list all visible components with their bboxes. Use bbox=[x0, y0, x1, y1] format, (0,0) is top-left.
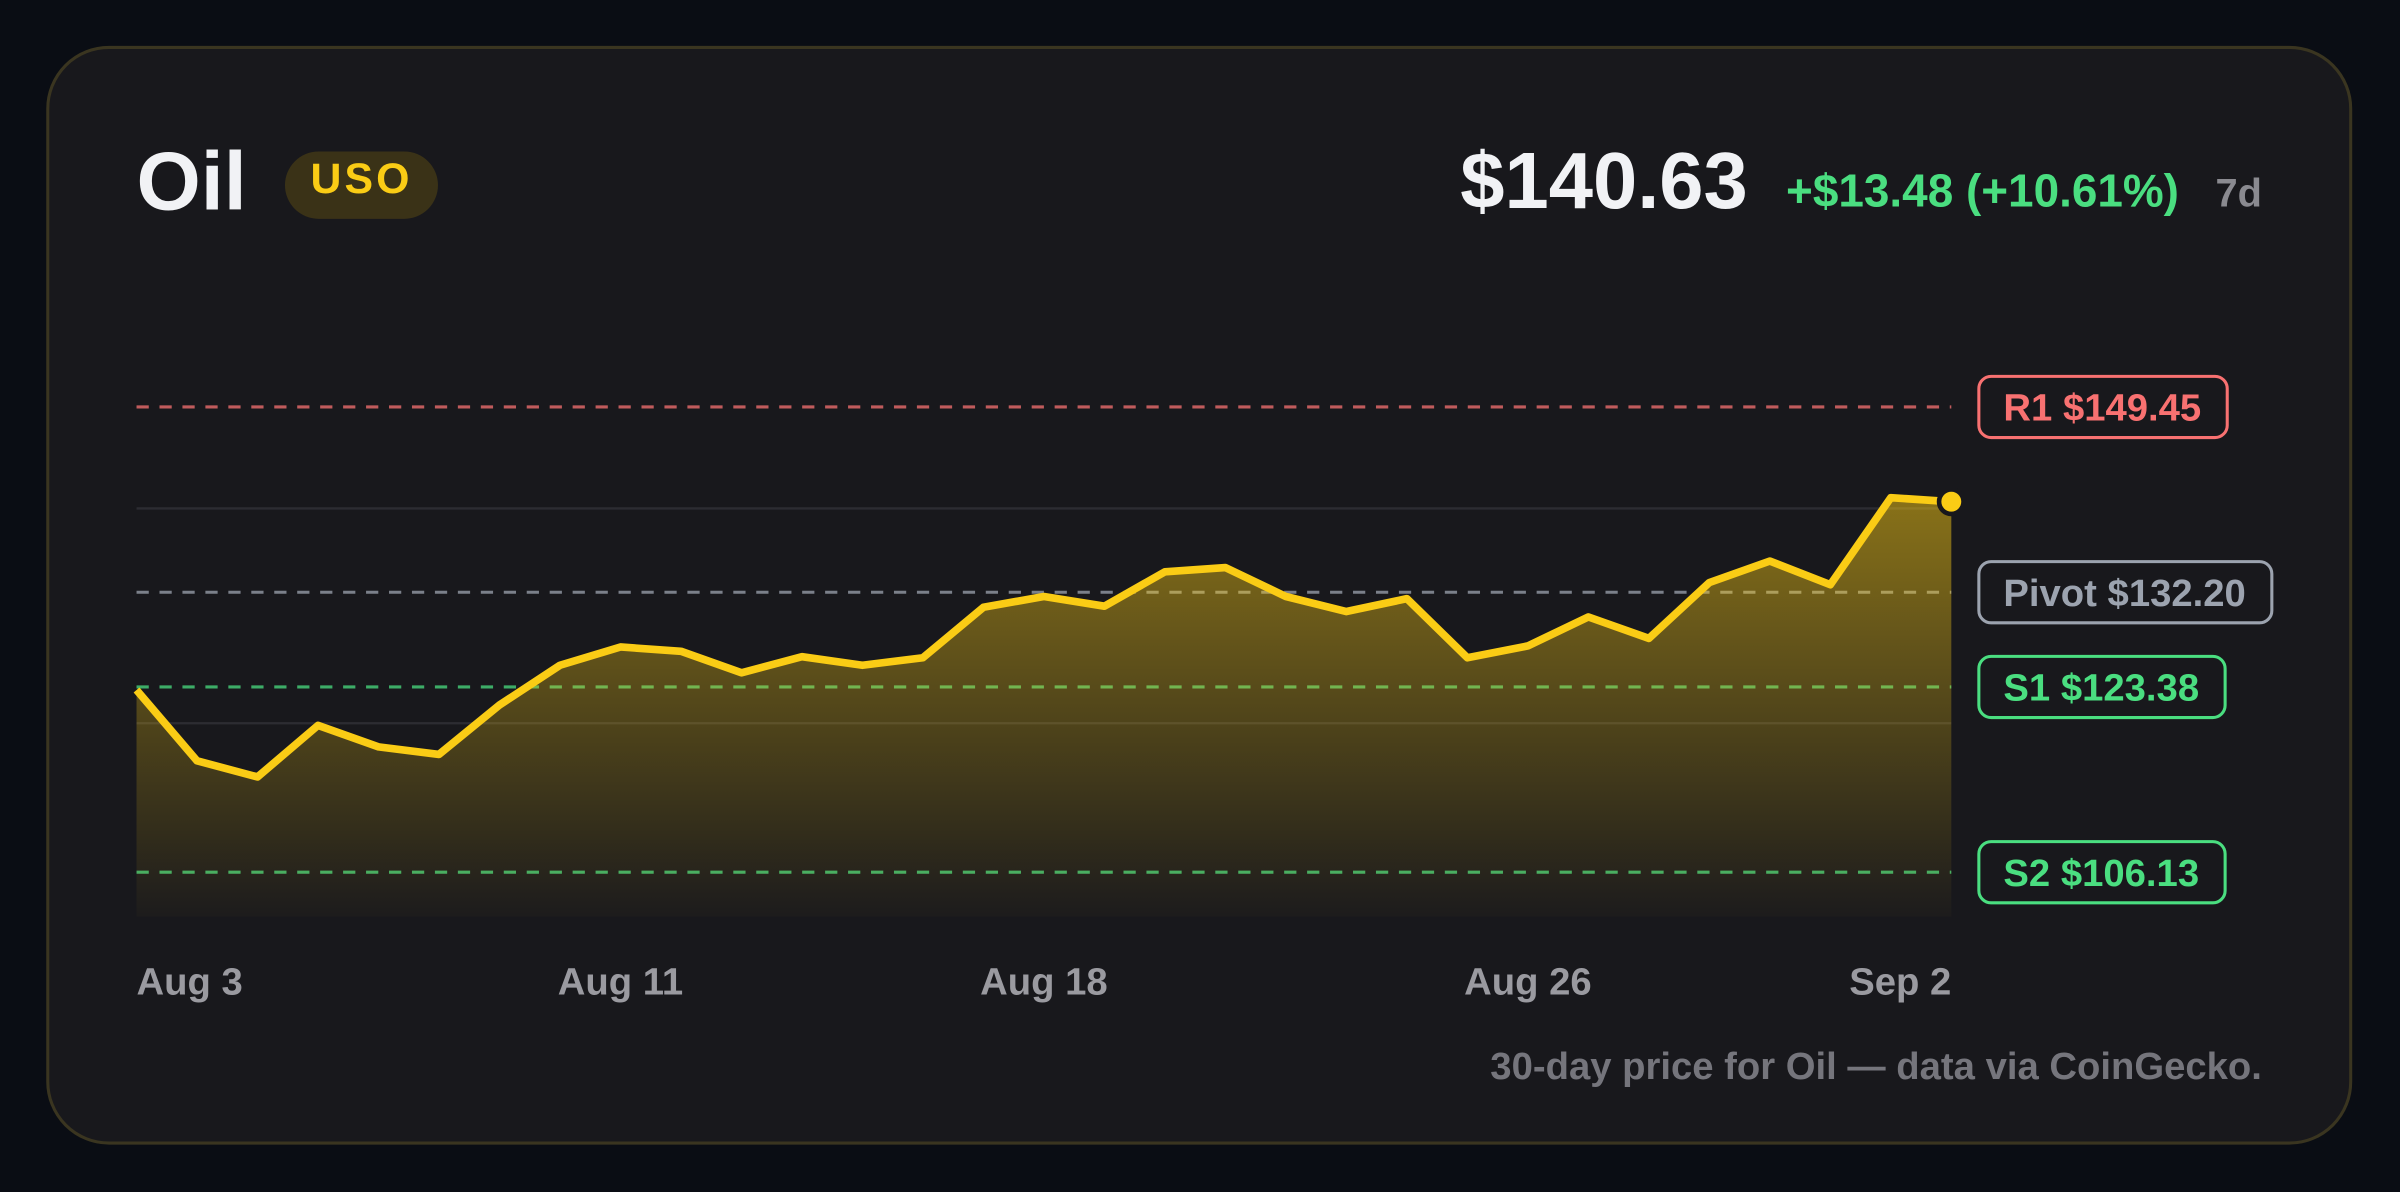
level-badge bbox=[1977, 654, 2227, 720]
footnote: 30-day price for Oil — data via CoinGeck… bbox=[1490, 1045, 2262, 1088]
level-label: S1 $123.38 bbox=[2003, 667, 2199, 710]
ticker-pill bbox=[284, 151, 438, 219]
level-badge bbox=[1977, 374, 2229, 440]
level-value: $149.45 bbox=[2063, 387, 2201, 430]
level-name: S2 bbox=[2003, 852, 2050, 895]
level-badge bbox=[1977, 560, 2274, 625]
price-change: +$13.48 (+10.61%) bbox=[1786, 165, 2179, 217]
last-point bbox=[1936, 487, 1966, 517]
level-name: Pivot bbox=[2003, 572, 2097, 615]
level-value: $123.38 bbox=[2061, 667, 2199, 710]
level-value: $132.20 bbox=[2108, 572, 2246, 615]
price: $140.63 bbox=[1460, 136, 1748, 225]
level-value: $106.13 bbox=[2061, 852, 2199, 895]
asset-name: Oil bbox=[137, 135, 247, 228]
x-tick-label: Sep 2 bbox=[1849, 961, 1951, 1004]
period: 7d bbox=[2216, 172, 2262, 216]
price-line bbox=[133, 493, 1952, 781]
level-badge bbox=[1977, 840, 2227, 905]
x-tick-label: Aug 26 bbox=[1464, 961, 1592, 1004]
area bbox=[136, 497, 1952, 917]
x-tick-label: Aug 11 bbox=[558, 961, 683, 1004]
level-name: S1 bbox=[2003, 667, 2050, 710]
x-tick-label: Aug 18 bbox=[980, 961, 1108, 1004]
level-label: S2 $106.13 bbox=[2003, 852, 2199, 895]
level-name: R1 bbox=[2003, 387, 2052, 430]
level-label: Pivot $132.20 bbox=[2003, 572, 2245, 615]
ticker: USO bbox=[310, 155, 412, 203]
plot: Aug 3 Aug 11 Aug 18 Aug 26 Sep 2 R1 $149.45 Piv… bbox=[133, 374, 2274, 1004]
x-tick-label: Aug 3 bbox=[137, 961, 243, 1004]
level-label: R1 $149.45 bbox=[2003, 387, 2201, 430]
